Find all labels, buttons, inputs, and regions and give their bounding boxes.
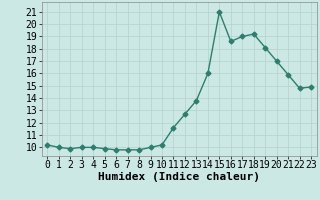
X-axis label: Humidex (Indice chaleur): Humidex (Indice chaleur): [98, 172, 260, 182]
